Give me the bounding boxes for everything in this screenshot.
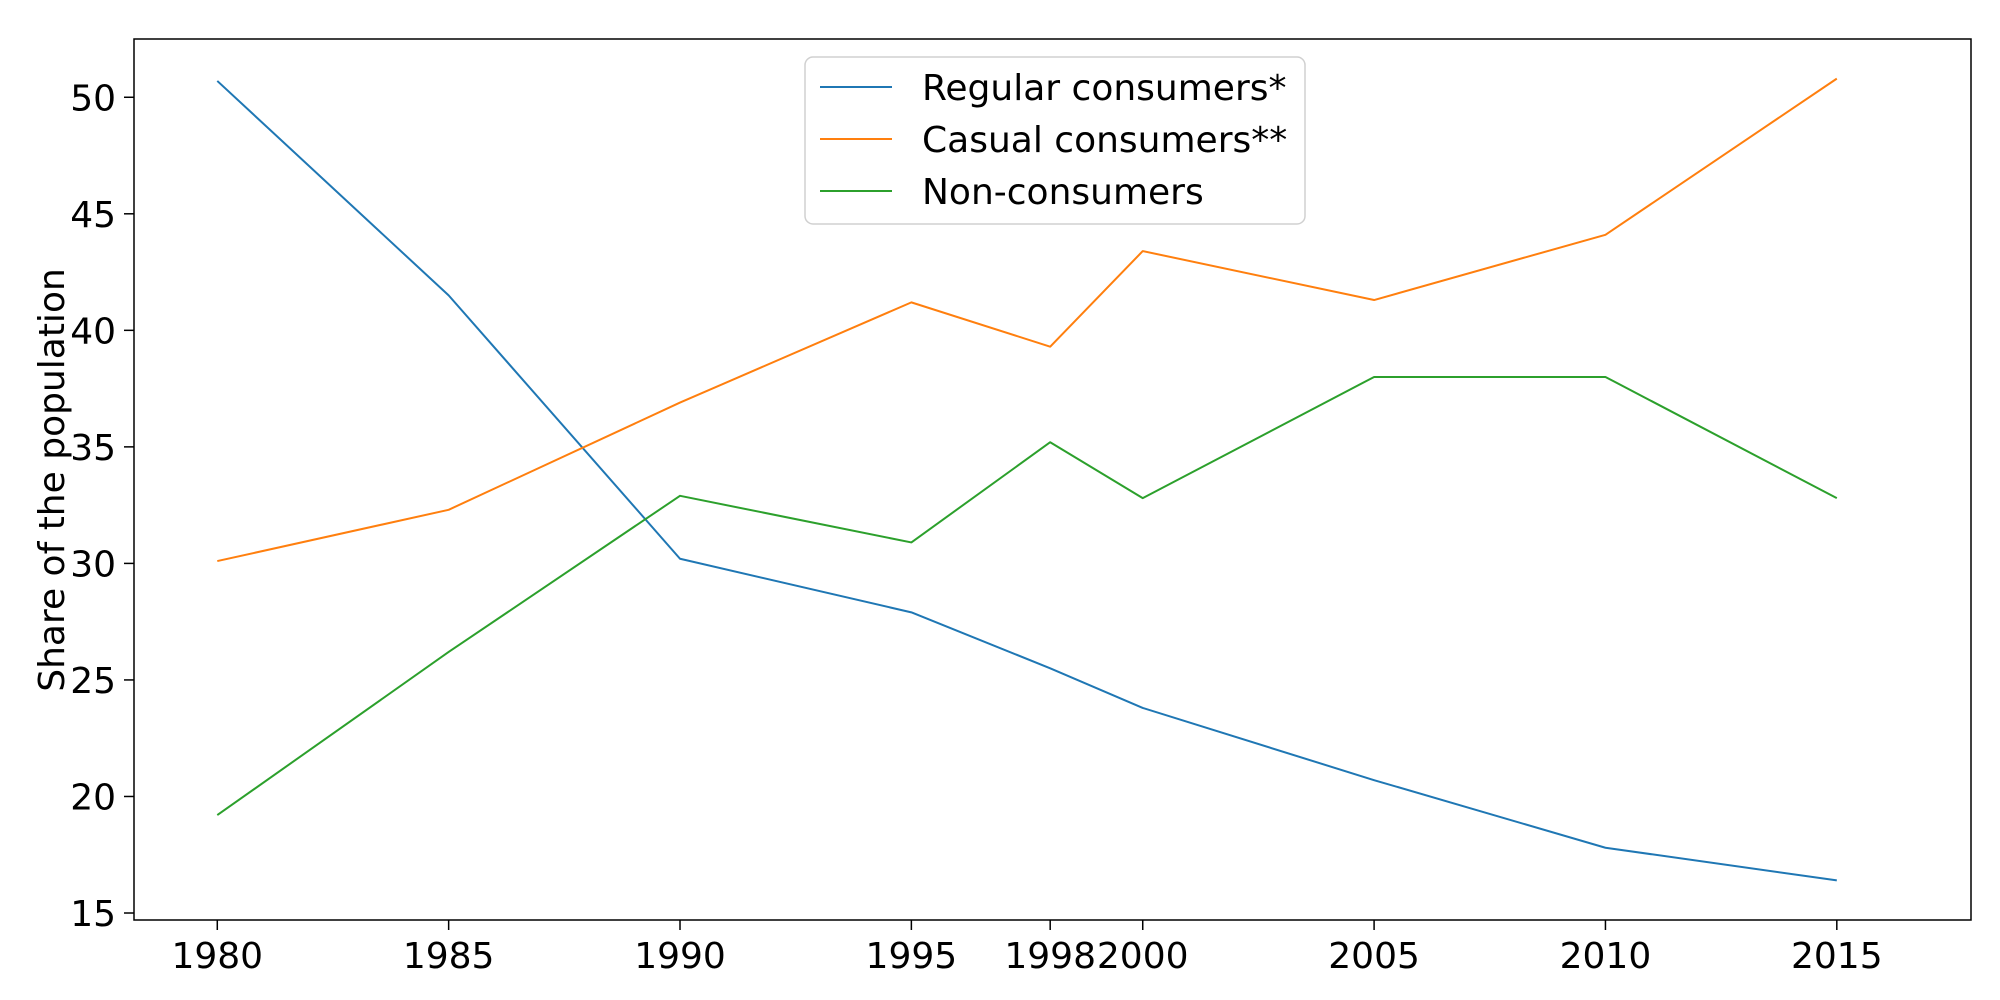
x-tick-label: 1985 xyxy=(403,936,495,977)
plot-frame xyxy=(133,38,1972,921)
x-tick-label: 1980 xyxy=(171,936,263,977)
y-tick-label: 15 xyxy=(70,894,116,935)
x-tick-label: 2005 xyxy=(1328,936,1420,977)
legend-box xyxy=(804,56,1306,225)
x-tick-label: 1995 xyxy=(866,936,958,977)
x-tick-label: 2015 xyxy=(1791,936,1883,977)
x-axis: 1980 1985 1990 1995 1998 2000 2005 2010 2015 xyxy=(171,920,1883,977)
y-tick-label: 30 xyxy=(70,544,116,585)
y-tick-label: 45 xyxy=(70,195,116,236)
legend-label: Regular consumers* xyxy=(922,68,1287,109)
y-axis: 15 20 25 30 35 40 45 50 xyxy=(70,78,134,935)
y-tick-label: 35 xyxy=(70,428,116,469)
x-tick-label: 2010 xyxy=(1560,936,1652,977)
y-tick-label: 40 xyxy=(70,311,116,352)
y-axis-label: Share of the population xyxy=(32,268,73,692)
legend-label: Non-consumers xyxy=(922,172,1204,213)
x-tick-label: 1998 xyxy=(1004,936,1096,977)
legend-label: Casual consumers** xyxy=(922,120,1287,161)
y-tick-label: 50 xyxy=(70,78,116,119)
x-tick-label: 1990 xyxy=(634,936,726,977)
y-tick-label: 20 xyxy=(70,777,116,818)
x-tick-label: 2000 xyxy=(1097,936,1189,977)
y-tick-label: 25 xyxy=(70,661,116,702)
legend: Regular consumers* Casual consumers** Non-… xyxy=(804,56,1306,225)
series-lines xyxy=(216,77,1838,882)
legend-items: Regular consumers* Casual consumers** Non-… xyxy=(820,68,1287,213)
